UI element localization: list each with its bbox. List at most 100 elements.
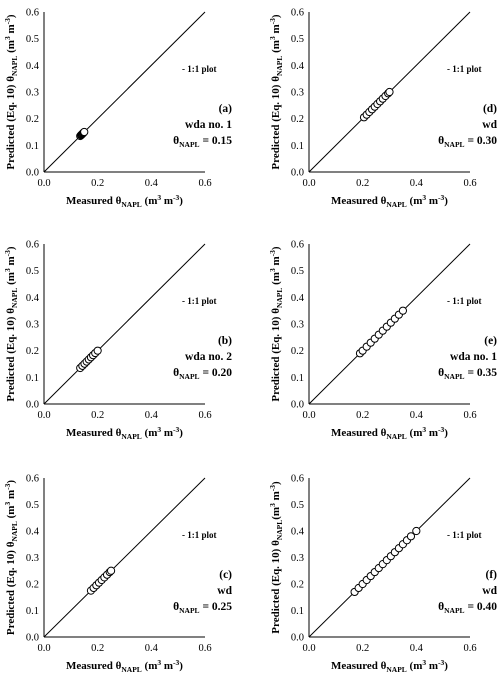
y-axis-label-unit: (m bbox=[270, 507, 282, 520]
y-tick-label: 0.5 bbox=[291, 266, 304, 277]
theta-value-label: θNAPL = 0.35 bbox=[438, 367, 497, 381]
data-point bbox=[412, 526, 421, 536]
theta-symbol: θ bbox=[173, 601, 179, 613]
y-axis-label: Predicted (Eq. 10) θNAPL (m3 m-3) bbox=[3, 14, 19, 169]
x-axis-label-sub: NAPL bbox=[121, 432, 141, 441]
x-axis-label-sup: 3 bbox=[157, 658, 161, 667]
y-axis-label-sub: NAPL bbox=[10, 56, 19, 76]
theta-value: = 0.15 bbox=[200, 135, 233, 147]
chart-panel: 0.0 0.1 0.2 0.3 0.4 0.5 0.6 0.0 0.2 0.4 0.6 Measure… bbox=[3, 474, 233, 675]
y-axis-label-sup: -3 bbox=[3, 18, 12, 24]
x-tick-label: 0.6 bbox=[198, 643, 211, 654]
y-tick-label: 0.3 bbox=[291, 553, 304, 564]
x-tick-label: 0.0 bbox=[37, 410, 50, 421]
data-point bbox=[80, 127, 89, 137]
chart-panel: 0.0 0.1 0.2 0.3 0.4 0.5 0.6 0.0 0.2 0.4 0.6 Measure… bbox=[268, 474, 498, 675]
dataset-label: wd bbox=[217, 585, 232, 597]
y-tick-label: 0.2 bbox=[26, 114, 39, 125]
y-tick-label: 0.2 bbox=[26, 346, 39, 357]
one-to-one-line bbox=[43, 11, 206, 173]
x-tick-label: 0.4 bbox=[410, 410, 424, 421]
x-axis-label-sup: 3 bbox=[422, 425, 426, 434]
y-axis-label: Predicted (Eq. 10) θNAPL (m3 m-3) bbox=[3, 246, 19, 401]
x-axis-label-sup: -3 bbox=[438, 193, 444, 202]
x-axis-label-sub: NAPL bbox=[121, 200, 141, 209]
y-tick-label: 0.2 bbox=[291, 114, 304, 125]
theta-subscript: NAPL bbox=[444, 372, 464, 381]
theta-subscript: NAPL bbox=[179, 140, 199, 149]
y-tick-label: 0.6 bbox=[291, 474, 304, 485]
chart-panel: 0.0 0.1 0.2 0.3 0.4 0.5 0.6 0.0 0.2 0.4 0.6 Measure… bbox=[3, 240, 232, 442]
y-tick-label: 0.0 bbox=[26, 168, 39, 179]
y-tick-label: 0.6 bbox=[26, 240, 39, 251]
y-tick-label: 0.4 bbox=[291, 527, 305, 538]
y-axis-label-unit: m bbox=[5, 490, 17, 502]
x-axis-label-unit: ) bbox=[179, 427, 183, 439]
y-tick-label: 0.0 bbox=[26, 400, 39, 411]
y-tick-label: 0.2 bbox=[291, 580, 304, 591]
dataset-label: wd bbox=[482, 585, 497, 597]
x-axis-label-unit: ) bbox=[444, 660, 448, 672]
x-axis-label-main: Measured θ bbox=[331, 427, 387, 439]
dataset-label: wda no. 2 bbox=[185, 351, 232, 363]
y-tick-label: 0.5 bbox=[291, 500, 304, 511]
x-tick-label: 0.4 bbox=[410, 643, 424, 654]
y-tick-label: 0.5 bbox=[26, 500, 39, 511]
x-axis-label-unit: m bbox=[426, 195, 438, 207]
x-axis-label: Measured θNAPL (m3 m-3) bbox=[331, 425, 448, 441]
x-axis-label-unit: m bbox=[426, 660, 438, 672]
data-point bbox=[93, 346, 102, 355]
x-axis-label-unit: m bbox=[426, 427, 438, 439]
y-axis-label-unit: (m bbox=[270, 40, 282, 56]
x-axis-label-sup: -3 bbox=[173, 425, 179, 434]
x-axis-label-unit: (m bbox=[407, 660, 423, 672]
y-axis-label-unit: m bbox=[5, 256, 17, 268]
y-axis-label-main: Predicted (Eq. 10) θ bbox=[270, 76, 282, 170]
y-axis-label-sup: 3 bbox=[3, 268, 12, 272]
y-axis-label-unit: m bbox=[270, 256, 282, 268]
y-axis-label-sub: NAPL bbox=[275, 56, 284, 76]
x-tick-label: 0.4 bbox=[145, 643, 159, 654]
theta-value: = 0.40 bbox=[465, 601, 498, 613]
theta-value: = 0.20 bbox=[200, 367, 233, 379]
x-axis-label-unit: ) bbox=[179, 195, 183, 207]
one-to-one-line bbox=[43, 243, 206, 405]
y-axis-label-main: Predicted (Eq. 10) θ bbox=[270, 308, 282, 402]
x-axis-label-main: Measured θ bbox=[66, 660, 122, 672]
y-tick-label: 0.4 bbox=[26, 293, 40, 304]
y-tick-label: 0.3 bbox=[26, 553, 39, 564]
x-axis-label-main: Measured θ bbox=[66, 195, 122, 207]
x-axis-label-unit: m bbox=[161, 195, 173, 207]
theta-value: = 0.35 bbox=[465, 367, 498, 379]
x-tick-label: 0.6 bbox=[198, 178, 211, 189]
theta-subscript: NAPL bbox=[444, 606, 464, 615]
y-axis-label-sup: 3 bbox=[268, 268, 277, 272]
y-tick-label: 0.1 bbox=[26, 373, 39, 384]
x-axis-label-main: Measured θ bbox=[331, 660, 387, 672]
x-tick-label: 0.2 bbox=[356, 643, 369, 654]
x-axis-label-sup: 3 bbox=[157, 193, 161, 202]
y-tick-label: 0.0 bbox=[26, 633, 39, 644]
y-axis-label-main: Predicted (Eq. 10) θ bbox=[5, 541, 17, 635]
y-tick-label: 0.1 bbox=[291, 606, 304, 617]
legend-label: - 1:1 plot bbox=[447, 64, 482, 74]
theta-symbol: θ bbox=[173, 367, 179, 379]
y-tick-label: 0.3 bbox=[26, 88, 39, 99]
panel-label: (c) bbox=[219, 569, 232, 581]
dataset-label: wd bbox=[482, 119, 497, 131]
x-tick-label: 0.2 bbox=[356, 178, 369, 189]
legend-label: - 1:1 plot bbox=[182, 64, 217, 74]
theta-subscript: NAPL bbox=[179, 606, 199, 615]
x-axis-label-unit: (m bbox=[142, 427, 158, 439]
y-tick-label: 0.6 bbox=[26, 474, 39, 485]
x-axis-label: Measured θNAPL (m3 m-3) bbox=[66, 658, 183, 674]
y-axis-label-sup: -3 bbox=[268, 250, 277, 256]
y-axis-label-sup: -3 bbox=[268, 485, 277, 491]
x-axis-label-sub: NAPL bbox=[386, 432, 406, 441]
x-axis-label-unit: (m bbox=[407, 427, 423, 439]
y-tick-label: 0.0 bbox=[291, 168, 304, 179]
y-tick-label: 0.1 bbox=[291, 373, 304, 384]
y-tick-label: 0.6 bbox=[26, 8, 39, 19]
legend-label: - 1:1 plot bbox=[447, 296, 482, 306]
